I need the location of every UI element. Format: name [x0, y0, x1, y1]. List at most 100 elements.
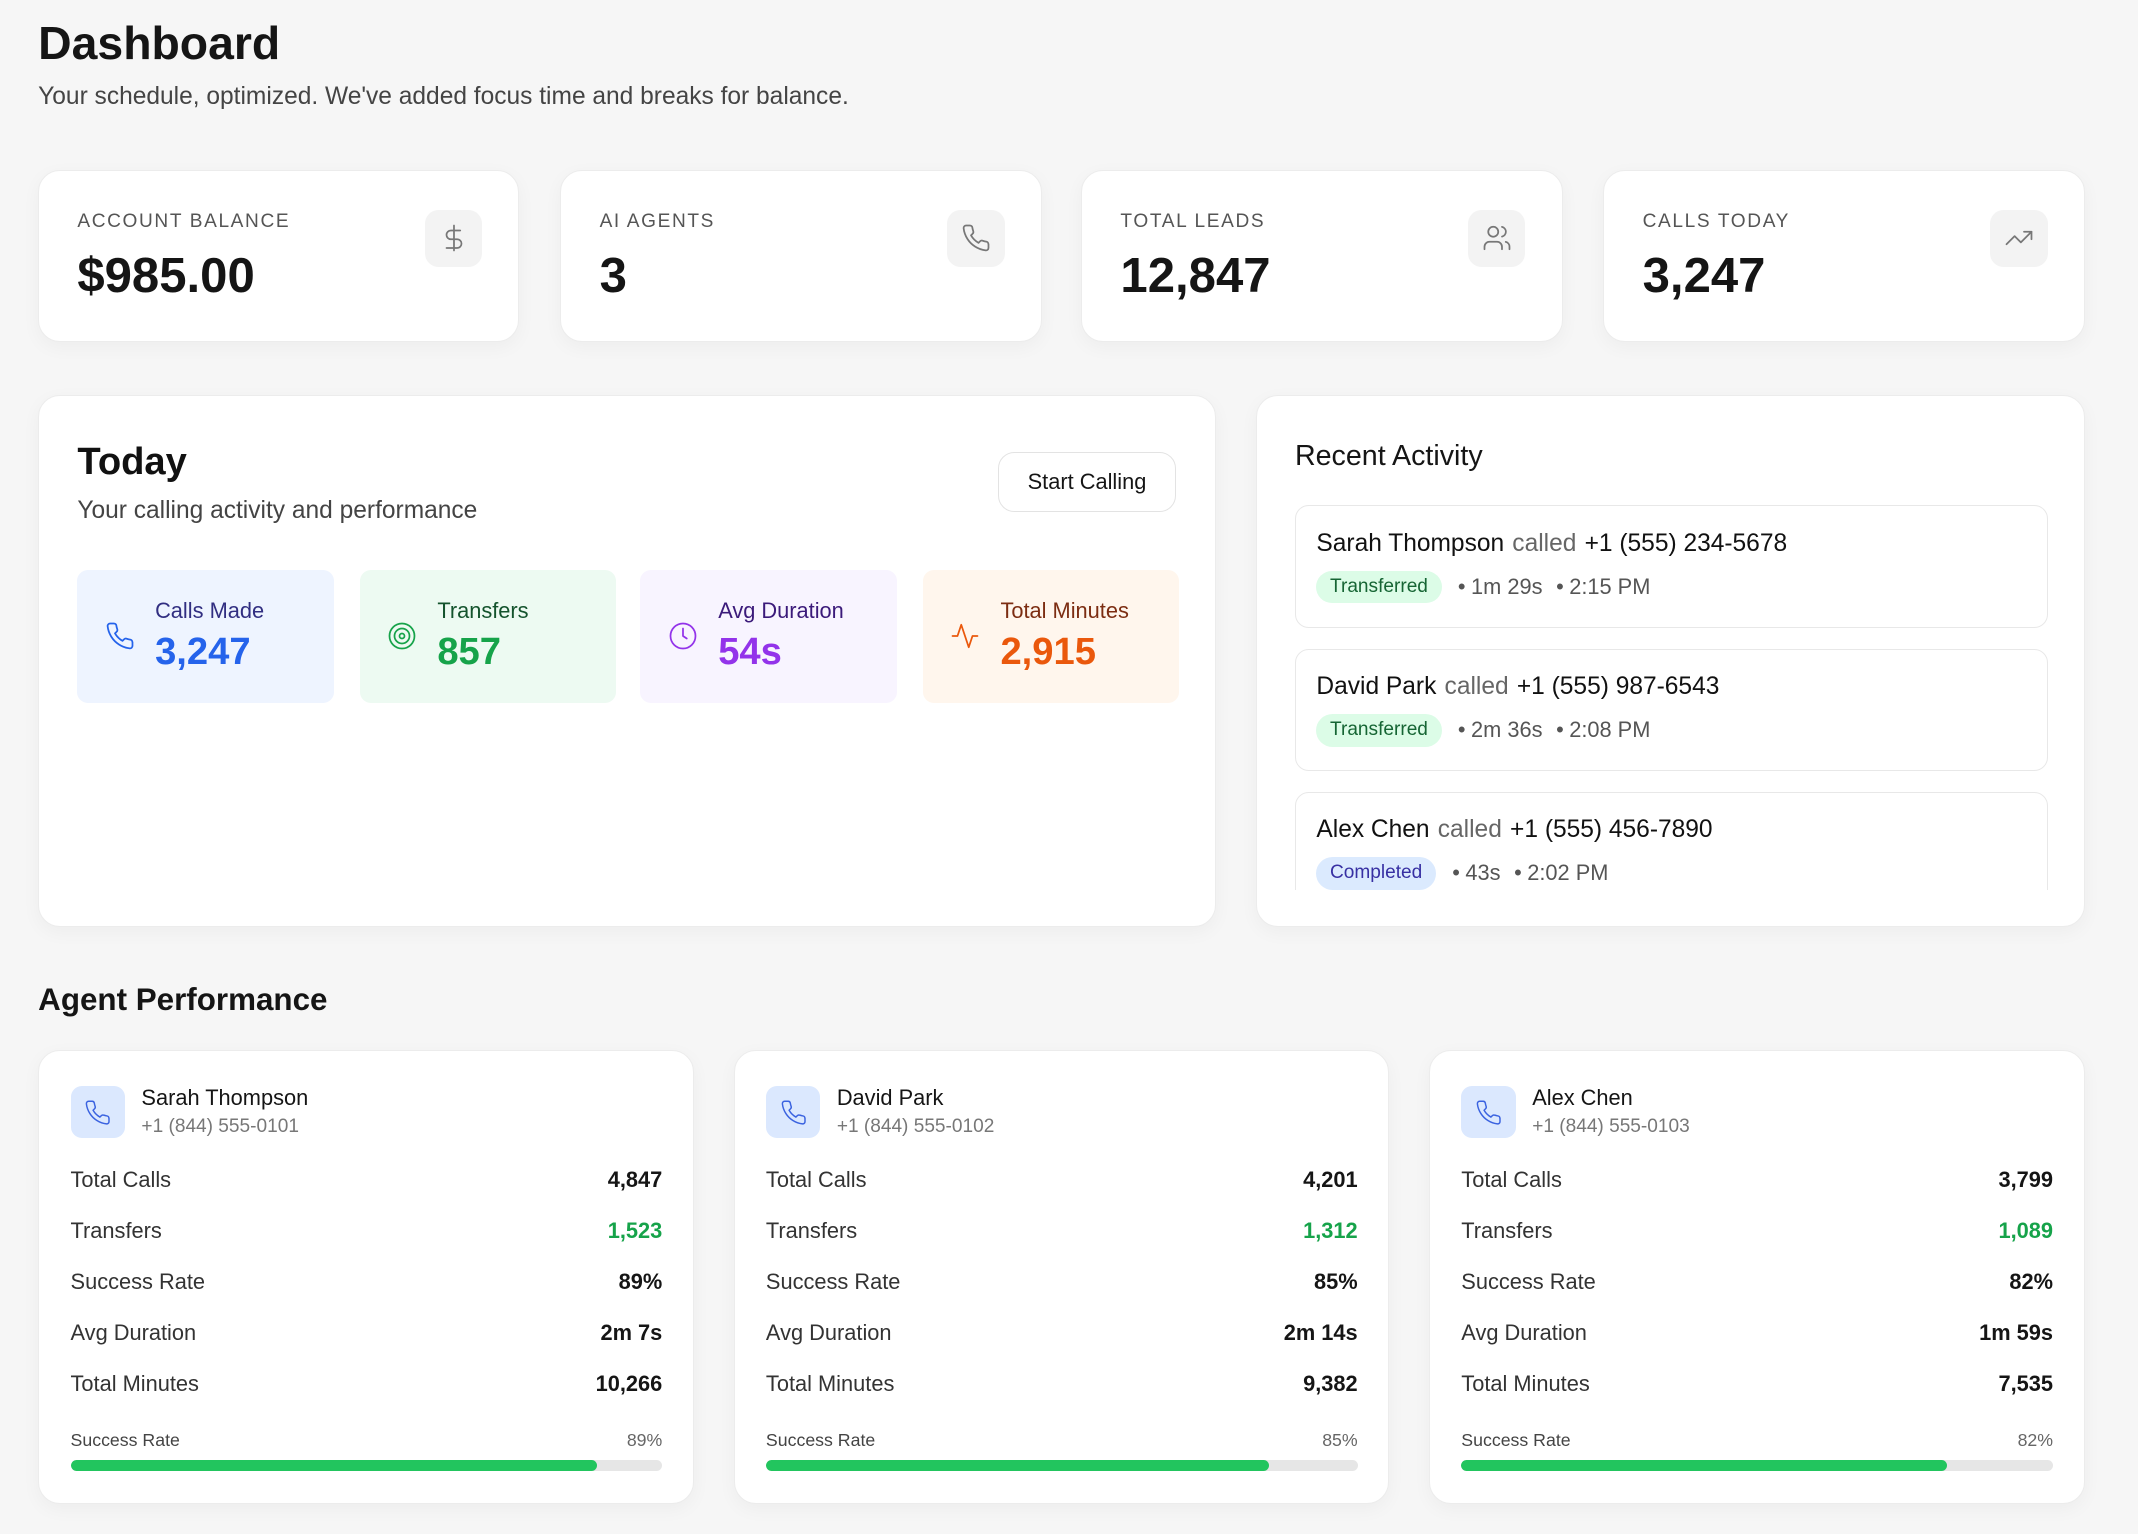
agent-stat-value: 1m 59s [1979, 1320, 2054, 1346]
activity-list[interactable]: Sarah Thompson called +1 (555) 234-5678 Tr… [1294, 505, 2048, 890]
caller-name: Alex Chen [1316, 815, 1430, 843]
agent-stat-value: 3,799 [1998, 1166, 2054, 1192]
success-rate-bar [1461, 1459, 2054, 1471]
agent-card: David Park +1 (844) 555-0102 Total Calls… [733, 1049, 1390, 1504]
agent-phone: +1 (844) 555-0102 [836, 1116, 995, 1138]
agent-stat-label: Total Calls [765, 1166, 867, 1192]
agent-stat-row: Transfers 1,523 [71, 1218, 663, 1244]
agent-name: Alex Chen [1532, 1084, 1633, 1110]
call-duration: 2m 36s [1471, 717, 1543, 743]
stat-value: 3 [599, 248, 627, 303]
agent-name: David Park [836, 1084, 944, 1110]
success-rate-bar [765, 1459, 1358, 1471]
target-icon [388, 622, 416, 650]
progress-percent: 85% [1322, 1429, 1358, 1450]
agent-stat-value: 1,089 [1998, 1217, 2054, 1243]
agent-stat-value: 2m 14s [1283, 1320, 1358, 1346]
agent-stat-label: Total Calls [1461, 1166, 1562, 1192]
page-title: Dashboard [38, 17, 281, 70]
call-time: 2:02 PM [1527, 860, 1609, 886]
status-badge: Completed [1316, 856, 1436, 890]
agent-stat-row: Total Minutes 7,535 [1461, 1371, 2053, 1397]
called-number: +1 (555) 987-6543 [1516, 672, 1720, 700]
activity-item[interactable]: David Park called +1 (555) 987-6543 Transf… [1294, 648, 2048, 772]
activity-item[interactable]: Sarah Thompson called +1 (555) 234-5678 Tr… [1294, 505, 2048, 629]
agent-stat-row: Avg Duration 2m 7s [71, 1320, 663, 1346]
agent-stat-label: Total Minutes [1461, 1371, 1590, 1397]
start-calling-button[interactable]: Start Calling [997, 452, 1177, 513]
caller-name: David Park [1316, 672, 1437, 700]
agent-card: Sarah Thompson +1 (844) 555-0101 Total C… [38, 1049, 694, 1504]
phone-icon [765, 1086, 821, 1139]
agent-stat-label: Total Minutes [70, 1371, 199, 1397]
trending-up-icon [1990, 209, 2048, 267]
agent-stat-value: 9,382 [1303, 1371, 1358, 1397]
agent-stat-label: Transfers [765, 1217, 858, 1243]
agent-stat-row: Transfers 1,312 [766, 1218, 1358, 1244]
caller-name: Sarah Thompson [1316, 529, 1505, 557]
agent-stat-value: 2m 7s [600, 1320, 663, 1346]
agent-stat-label: Transfers [1461, 1217, 1553, 1243]
stat-card: AI AGENTS 3 [560, 170, 1042, 343]
page-subtitle: Your schedule, optimized. We've added fo… [38, 83, 849, 111]
agent-name: Sarah Thompson [141, 1084, 309, 1110]
progress-label: Success Rate [70, 1429, 180, 1450]
stat-label: CALLS TODAY [1642, 210, 1791, 232]
success-rate-fill [765, 1459, 1269, 1471]
phone-icon [70, 1086, 126, 1139]
agent-stat-label: Avg Duration [765, 1320, 892, 1346]
call-time: 2:15 PM [1569, 574, 1651, 600]
agent-stat-label: Total Minutes [765, 1371, 895, 1397]
dollar-icon [425, 209, 483, 267]
phone-icon [1461, 1086, 1516, 1139]
called-text: called [1444, 672, 1509, 700]
called-number: +1 (555) 234-5678 [1584, 529, 1788, 557]
agent-stat-row: Total Calls 3,799 [1461, 1167, 2053, 1193]
agent-stat-label: Total Calls [70, 1166, 172, 1192]
agent-stat-row: Total Calls 4,201 [766, 1167, 1358, 1193]
metric-value: 857 [437, 629, 501, 673]
call-duration: 43s [1465, 860, 1501, 886]
called-text: called [1437, 815, 1502, 843]
activity-item[interactable]: Alex Chen called +1 (555) 456-7890 Complet… [1294, 791, 2048, 890]
agent-card: Alex Chen +1 (844) 555-0103 Total Calls 3… [1428, 1049, 2085, 1504]
metric-value: 2,915 [1000, 629, 1096, 673]
agent-stat-value: 4,847 [607, 1166, 663, 1192]
stat-value: 12,847 [1120, 248, 1271, 303]
phone-icon [947, 209, 1005, 267]
stat-card: TOTAL LEADS 12,847 [1081, 170, 1563, 343]
stat-label: AI AGENTS [599, 210, 716, 232]
agent-stat-label: Avg Duration [70, 1320, 197, 1346]
metric-tile: Calls Made 3,247 [77, 569, 334, 704]
stat-card: ACCOUNT BALANCE $985.00 [38, 170, 520, 343]
agent-stat-label: Success Rate [1461, 1269, 1596, 1295]
agent-stat-value: 4,201 [1303, 1166, 1358, 1192]
agent-stat-value: 85% [1314, 1269, 1358, 1295]
metric-value: 54s [718, 629, 782, 673]
agent-stat-label: Success Rate [70, 1269, 206, 1295]
today-title: Today [77, 440, 187, 484]
agent-stat-row: Total Minutes 10,266 [71, 1371, 663, 1397]
agent-performance-title: Agent Performance [38, 981, 328, 1017]
today-subtitle: Your calling activity and performance [77, 497, 478, 525]
agent-stat-row: Avg Duration 1m 59s [1461, 1320, 2053, 1346]
status-badge: Transferred [1316, 713, 1442, 747]
stat-card: CALLS TODAY 3,247 [1603, 170, 2085, 343]
clock-icon [669, 622, 697, 650]
agent-stat-label: Avg Duration [1461, 1320, 1587, 1346]
users-icon [1468, 209, 1526, 267]
success-rate-fill [1461, 1459, 1947, 1471]
today-card: Today Your calling activity and performa… [38, 395, 1217, 928]
agent-stat-row: Avg Duration 2m 14s [766, 1320, 1358, 1346]
agent-stat-row: Success Rate 89% [71, 1269, 663, 1295]
progress-percent: 82% [2017, 1429, 2054, 1450]
metric-label: Transfers [437, 598, 529, 624]
call-duration: 1m 29s [1471, 574, 1543, 600]
recent-activity-title: Recent Activity [1294, 440, 1483, 473]
agent-stat-label: Transfers [70, 1217, 162, 1243]
progress-label: Success Rate [765, 1429, 876, 1450]
metric-label: Avg Duration [718, 598, 844, 624]
metric-label: Calls Made [155, 598, 265, 624]
success-rate-bar [70, 1459, 663, 1471]
metric-label: Total Minutes [1000, 598, 1129, 624]
